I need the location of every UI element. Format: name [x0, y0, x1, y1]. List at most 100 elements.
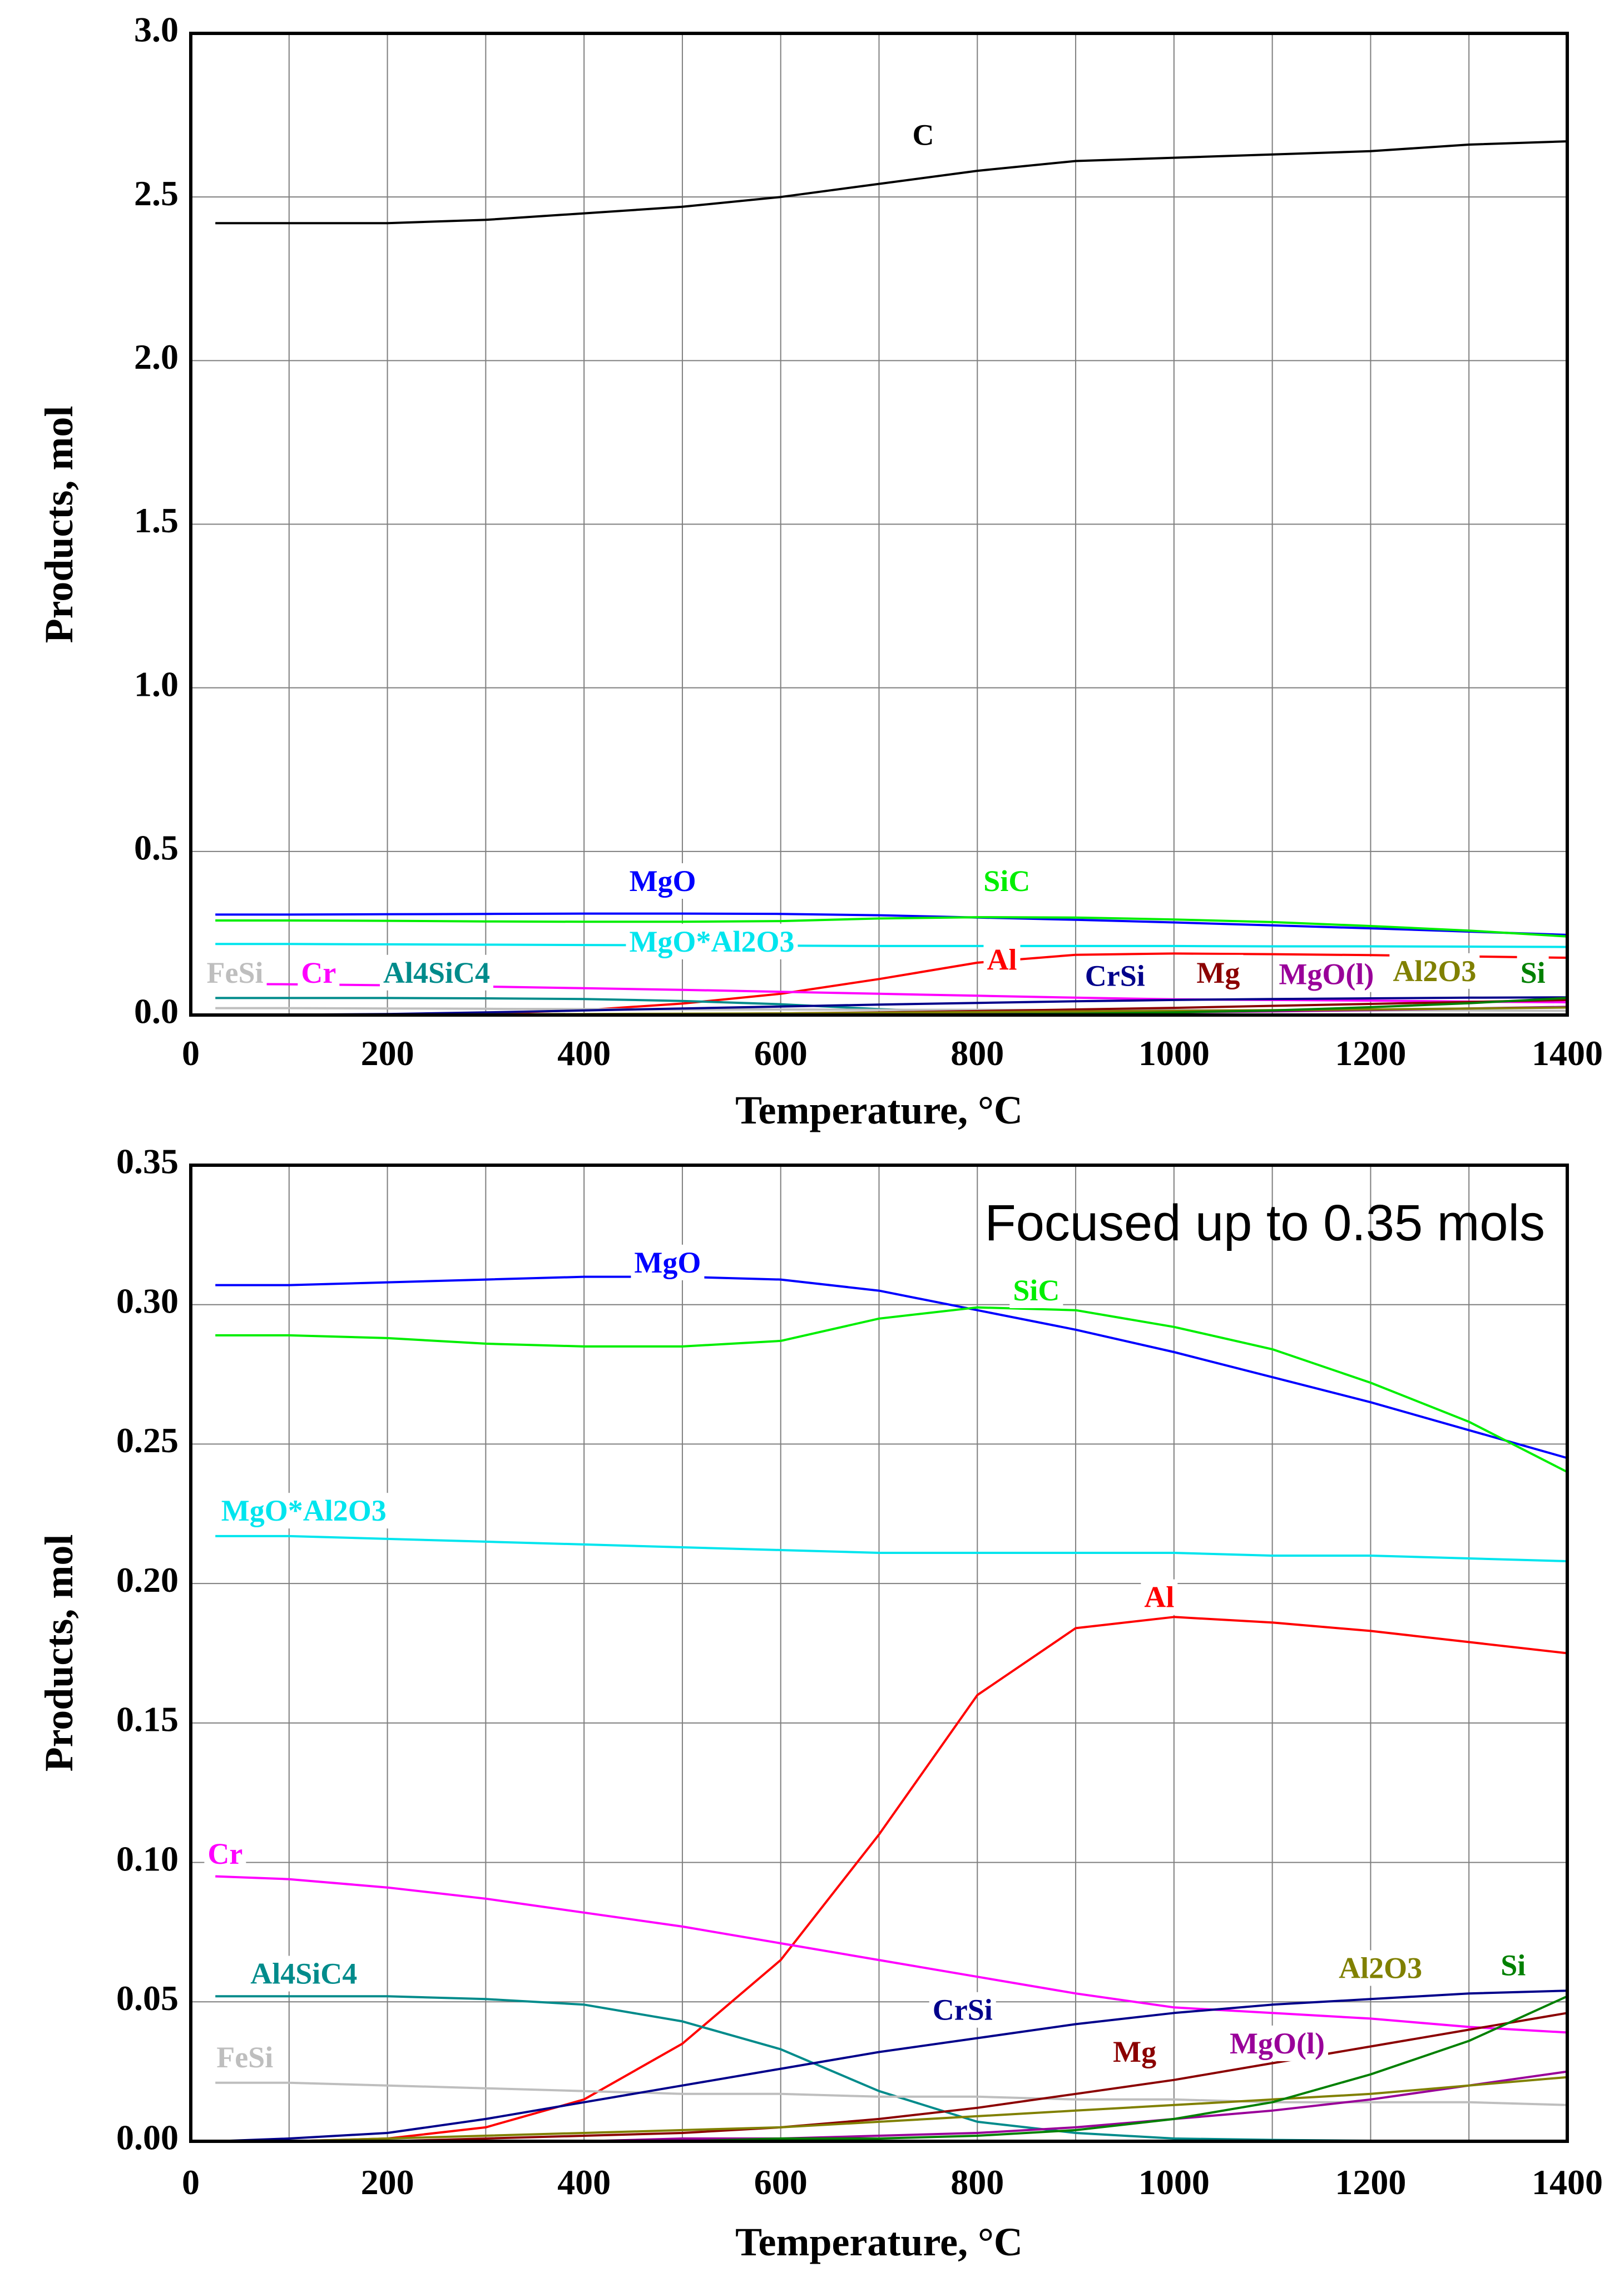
chart1-label-sic: SiC — [1013, 1274, 1059, 1307]
chart0-label-bg-mg — [1193, 954, 1244, 991]
chart1-label-bg-al4sic4 — [247, 1956, 361, 1992]
chart1-y-ticks: 0.00 0.05 0.10 0.15 0.20 0.25 0.30 0.35 — [116, 1142, 179, 2157]
chart1-x-ticks: 0 200 400 600 800 1000 1200 1400 — [182, 2162, 1603, 2202]
chart1-line-crsi — [215, 1989, 1568, 2142]
chart0-label-bg-al2o3 — [1389, 953, 1480, 989]
chart0-label-bg-mgo-al2o3 — [626, 923, 798, 959]
chart0-xtick-200: 200 — [361, 1033, 414, 1073]
chart1-x-axis-label: Temperature, °C — [735, 2220, 1023, 2264]
chart0-ytick-6: 3.0 — [134, 10, 179, 50]
chart1-label-bg-mgo-al2o3 — [217, 1493, 390, 1529]
chart0-plot-frame — [189, 32, 1569, 1017]
chart1-label-al2o3: Al2O3 — [1339, 1952, 1422, 1985]
chart0-label-mg: Mg — [1196, 956, 1240, 989]
chart0-label-al4sic4: Al4SiC4 — [383, 956, 490, 989]
chart1-xtick-1000: 1000 — [1138, 2162, 1210, 2202]
chart0-xtick-400: 400 — [557, 1033, 611, 1073]
chart1-line-mgo — [215, 1275, 1568, 1459]
chart0-y-axis-label: Products, mol — [37, 406, 81, 644]
chart1-xtick-1400: 1400 — [1532, 2162, 1603, 2202]
chart0-ytick-4: 2.0 — [134, 337, 179, 377]
chart0-y-ticks: 0.0 0.5 1.0 1.5 2.0 2.5 3.0 — [134, 10, 179, 1031]
chart1-xtick-600: 600 — [754, 2162, 808, 2202]
chart0-ytick-3: 1.5 — [134, 501, 179, 540]
chart1-ytick-1: 0.05 — [116, 1978, 179, 2018]
chart1-label-bg-crsi — [929, 1992, 996, 2028]
chart0-label-mgo-l: MgO(l) — [1279, 958, 1374, 991]
chart1-label-bg-si — [1497, 1947, 1529, 1983]
chart0-label-c: C — [913, 118, 934, 152]
chart1-line-al2o3 — [215, 2076, 1568, 2142]
chart1-line-mgo-al2o3 — [215, 1534, 1568, 1562]
chart1-label-mgo: MgO — [634, 1246, 701, 1279]
chart1-ytick-0: 0.00 — [116, 2118, 179, 2157]
chart1-label-mgo-l: MgO(l) — [1230, 2027, 1325, 2060]
chart1-annotation: Focused up to 0.35 mols — [985, 1195, 1545, 1251]
chart0-label-bg-crsi — [1081, 958, 1148, 994]
chart1-ytick-2: 0.10 — [116, 1839, 179, 1878]
chart0-xtick-800: 800 — [950, 1033, 1004, 1073]
chart1-label-mgo-al2o3: MgO*Al2O3 — [221, 1494, 387, 1527]
chart0-xtick-1200: 1200 — [1335, 1033, 1406, 1073]
chart0-x-axis-label: Temperature, °C — [735, 1088, 1023, 1132]
chart1-label-al: Al — [1144, 1581, 1174, 1614]
chart0-label-bg-sic — [980, 863, 1034, 899]
chart0-label-fesi: FeSi — [207, 956, 264, 989]
chart1-ytick-5: 0.25 — [116, 1420, 179, 1460]
chart1-ytick-3: 0.15 — [116, 1700, 179, 1739]
chart0-series-labels: C MgO SiC MgO*Al2O3 Al Cr Al4SiC4 FeSi CrSi Mg MgO… — [203, 117, 1549, 994]
chart0-line-sic — [215, 916, 1568, 938]
chart1-label-mg: Mg — [1113, 2035, 1156, 2068]
chart1-xtick-400: 400 — [557, 2162, 611, 2202]
chart0-label-bg-si — [1517, 954, 1549, 991]
chart0-label-mgo: MgO — [630, 864, 696, 898]
chart0-line-c — [215, 140, 1568, 225]
chart1-plot-frame — [189, 1164, 1569, 2143]
chart0-label-al: Al — [987, 943, 1017, 976]
chart1-y-axis-label: Products, mol — [37, 1534, 81, 1772]
chart0-xtick-0: 0 — [182, 1033, 200, 1073]
chart0-xtick-1400: 1400 — [1532, 1033, 1603, 1073]
top-chart: C MgO SiC MgO*Al2O3 Al Cr Al4SiC4 FeSi CrSi Mg MgO… — [37, 10, 1603, 1132]
chart0-label-mgo-al2o3: MgO*Al2O3 — [629, 925, 794, 958]
chart0-label-bg-fesi — [203, 954, 267, 991]
chart1-label-bg-al2o3 — [1335, 1950, 1426, 1986]
chart1-label-bg-fesi — [213, 2039, 277, 2075]
chart0-label-bg-mgo — [626, 863, 700, 899]
chart1-label-bg-mgo-l — [1226, 2025, 1328, 2061]
chart1-label-al4sic4: Al4SiC4 — [250, 1957, 357, 1991]
chart1-line-cr — [215, 1875, 1568, 2034]
chart1-label-crsi: CrSi — [933, 1993, 993, 2027]
chart1-xtick-200: 200 — [361, 2162, 414, 2202]
chart1-xtick-800: 800 — [950, 2162, 1004, 2202]
chart1-ytick-6: 0.30 — [116, 1281, 179, 1320]
chart0-line-mgo-al2o3 — [215, 943, 1568, 948]
chart0-label-crsi: CrSi — [1085, 959, 1145, 993]
chart0-ytick-5: 2.5 — [134, 174, 179, 213]
chart0-ytick-0: 0.0 — [134, 992, 179, 1031]
chart0-label-al2o3: Al2O3 — [1393, 954, 1476, 988]
chart1-xtick-0: 0 — [182, 2162, 200, 2202]
chart0-xtick-600: 600 — [754, 1033, 808, 1073]
chart0-label-bg-al — [983, 942, 1021, 978]
bottom-chart: MgO SiC MgO*Al2O3 Al Cr Al4SiC4 FeSi CrSi Mg MgO(… — [37, 1142, 1603, 2264]
chart1-label-cr: Cr — [207, 1837, 242, 1870]
chart1-grid — [191, 1165, 1567, 2141]
chart1-xtick-1200: 1200 — [1335, 2162, 1406, 2202]
chart0-label-bg-cr — [298, 954, 340, 991]
chart0-label-si: Si — [1521, 956, 1546, 989]
chart1-label-si: Si — [1501, 1949, 1526, 1982]
chart0-label-bg-mgo-l — [1275, 956, 1378, 992]
chart0-x-ticks: 0 200 400 600 800 1000 1200 1400 — [182, 1033, 1603, 1073]
chart0-label-bg-al4sic4 — [379, 954, 493, 991]
chart1-label-bg-sic — [1009, 1273, 1063, 1309]
chart1-series-labels: MgO SiC MgO*Al2O3 Al Cr Al4SiC4 FeSi CrSi Mg MgO(… — [204, 1244, 1529, 2075]
chart1-line-al — [215, 1616, 1568, 2142]
chart1-ytick-4: 0.20 — [116, 1560, 179, 1600]
chart0-xtick-1000: 1000 — [1138, 1033, 1210, 1073]
chart1-series-lines — [215, 1275, 1568, 2142]
chart0-ytick-2: 1.0 — [134, 664, 179, 704]
chart1-label-bg-cr — [204, 1835, 246, 1872]
chart1-label-bg-mgo — [631, 1244, 705, 1280]
